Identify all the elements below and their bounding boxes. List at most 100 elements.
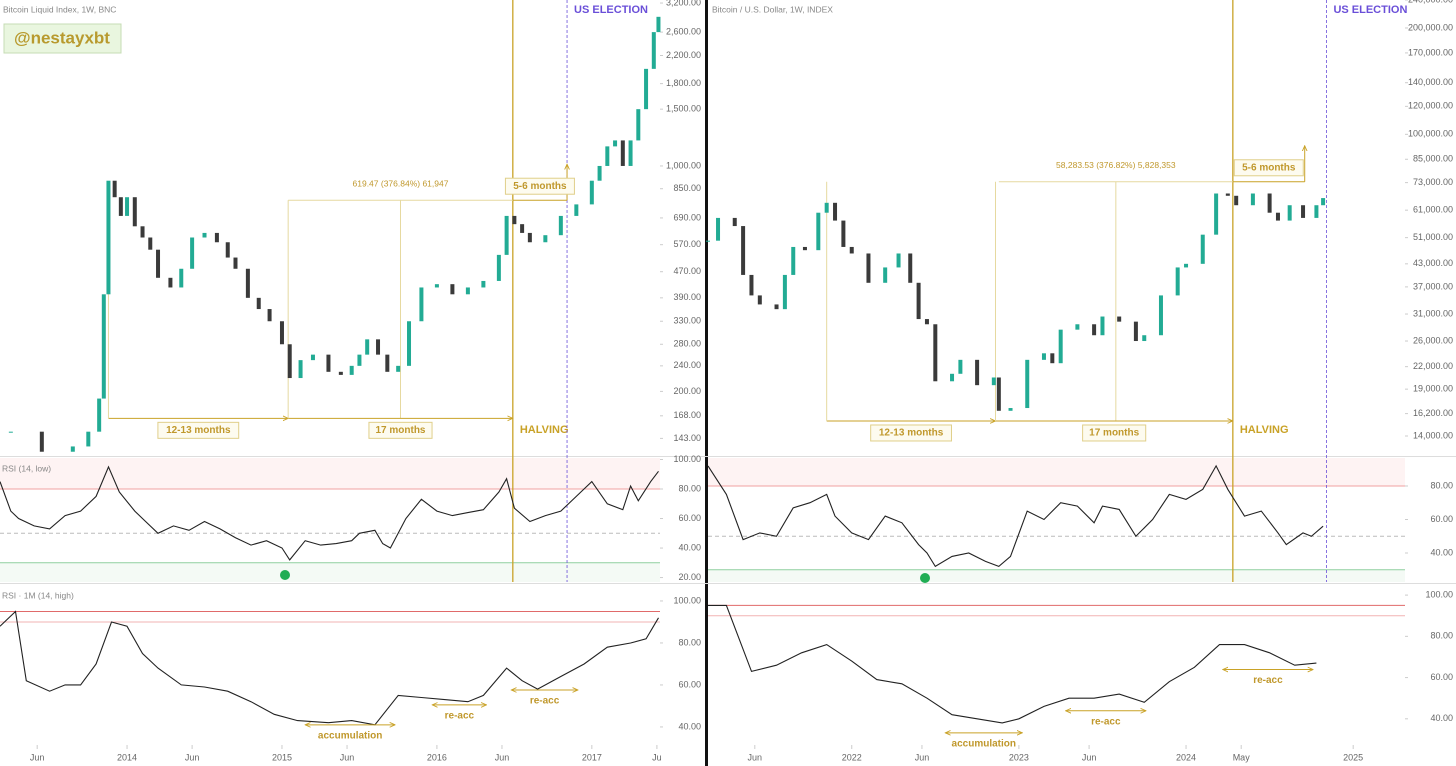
candle <box>558 215 563 236</box>
candle <box>1041 353 1046 360</box>
y-tick-label: 80.00 <box>1430 480 1453 490</box>
oversold-zone <box>708 569 1405 582</box>
candle <box>791 246 796 275</box>
candle <box>732 217 737 227</box>
annotation-box <box>870 424 952 442</box>
y-tick-label: 690.00 <box>673 212 701 222</box>
overbought-zone <box>708 458 1405 486</box>
y-tick-label: 143.00 <box>673 433 701 443</box>
panel-divider <box>705 0 708 766</box>
candle <box>349 365 354 375</box>
candle <box>991 377 996 386</box>
rsi-line <box>0 610 659 726</box>
candle <box>376 339 381 355</box>
candle <box>1008 408 1013 411</box>
annotation-label: 12-13 months <box>166 425 231 436</box>
candle <box>365 339 370 355</box>
candle <box>706 240 710 242</box>
candle <box>39 431 44 452</box>
candle <box>70 446 75 452</box>
candle <box>214 232 219 243</box>
candle <box>1058 329 1063 364</box>
candle <box>1142 335 1147 342</box>
x-tick-label: 2015 <box>272 752 292 762</box>
candle <box>644 68 649 110</box>
y-tick-label: 330.00 <box>673 316 701 326</box>
candle <box>833 202 838 221</box>
x-tick-label: Jun <box>1082 752 1097 762</box>
candle <box>656 16 661 33</box>
candle <box>605 146 610 166</box>
y-tick-label: 43,000.00 <box>1413 258 1453 268</box>
annotation-label: 17 months <box>375 425 425 436</box>
y-tick-label: 80.00 <box>1430 631 1453 641</box>
event-label: HALVING <box>1240 424 1289 436</box>
candle <box>908 253 913 283</box>
y-tick-label: 470.00 <box>673 266 701 276</box>
overbought-zone <box>0 458 660 489</box>
y-tick-label: 570.00 <box>673 239 701 249</box>
oversold-zone <box>0 562 660 582</box>
annotation-box <box>1233 159 1304 177</box>
candle <box>148 237 153 250</box>
candle <box>179 268 184 288</box>
x-tick-label: 2025 <box>1343 752 1363 762</box>
candle <box>896 253 901 268</box>
x-tick-label: Jun <box>495 752 510 762</box>
candle <box>613 140 618 147</box>
candle <box>933 324 938 382</box>
candle <box>233 257 238 269</box>
x-tick-label: Jun <box>30 752 45 762</box>
y-tick-label: 1,800.00 <box>666 78 701 88</box>
y-tick-label: 73,000.00 <box>1413 177 1453 187</box>
annotation-label: 5-6 months <box>1242 162 1296 173</box>
phase-label: re-acc <box>445 711 475 722</box>
phase-label: accumulation <box>952 738 1016 749</box>
rsi-line <box>0 465 659 561</box>
measure-label: 58,283.53 (376.82%) 5,828,353 <box>1056 160 1176 170</box>
candle <box>225 242 230 258</box>
candle <box>996 377 1001 411</box>
candle <box>527 232 532 243</box>
candle <box>1321 198 1326 206</box>
candle <box>1092 324 1097 336</box>
y-tick-label: 100.00 <box>1425 589 1453 599</box>
candle <box>1275 212 1280 221</box>
y-tick-label: 3,200.00 <box>666 0 701 7</box>
annotation-box <box>504 177 575 195</box>
candle <box>118 197 123 216</box>
y-tick-label: 200.00 <box>673 386 701 396</box>
x-tick-label: 2014 <box>117 752 137 762</box>
candle <box>1250 193 1255 206</box>
x-tick-label: Ju <box>652 752 662 762</box>
y-tick-label: 20.00 <box>678 572 701 582</box>
candle <box>1100 316 1105 336</box>
y-tick-label: 100.00 <box>673 454 701 464</box>
y-tick-label: 1,000.00 <box>666 160 701 170</box>
y-tick-label: 120,000.00 <box>1408 101 1453 111</box>
candle <box>1175 267 1180 296</box>
y-tick-label: 240.00 <box>673 360 701 370</box>
candle <box>741 226 746 275</box>
candle <box>1234 195 1239 206</box>
candle <box>520 224 525 233</box>
candle <box>156 249 161 278</box>
candle <box>883 267 888 283</box>
x-tick-label: 2022 <box>842 752 862 762</box>
candle <box>841 220 846 247</box>
candle <box>636 109 641 141</box>
y-tick-label: 1,500.00 <box>666 104 701 114</box>
y-tick-label: 51,000.00 <box>1413 232 1453 242</box>
candle <box>574 204 579 216</box>
candle <box>202 232 207 238</box>
candle <box>504 215 509 255</box>
candle <box>849 246 854 254</box>
candle <box>481 280 486 288</box>
y-tick-label: 37,000.00 <box>1413 281 1453 291</box>
y-tick-label: 61,000.00 <box>1413 205 1453 215</box>
phase-label: accumulation <box>318 730 382 741</box>
x-tick-label: 2016 <box>427 752 447 762</box>
candle <box>1301 205 1306 218</box>
